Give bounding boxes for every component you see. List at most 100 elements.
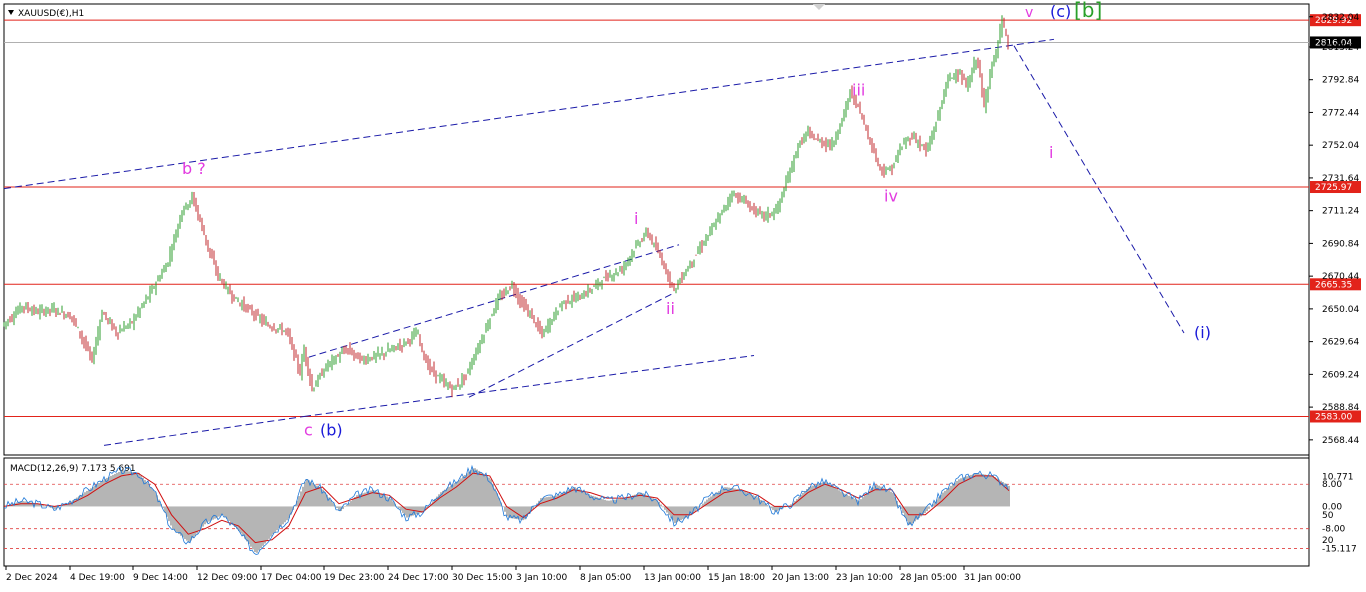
macd-histogram-bar bbox=[336, 506, 338, 508]
macd-histogram-bar bbox=[604, 500, 606, 507]
macd-histogram-bar bbox=[332, 503, 334, 507]
macd-histogram-bar bbox=[928, 506, 930, 508]
macd-histogram-bar bbox=[876, 485, 878, 507]
macd-tick-label-alt: 50 bbox=[1322, 511, 1334, 521]
macd-histogram-bar bbox=[228, 506, 230, 521]
macd-histogram-bar bbox=[134, 472, 136, 506]
macd-histogram-bar bbox=[948, 488, 950, 507]
macd-histogram-bar bbox=[124, 471, 126, 507]
macd-histogram-bar bbox=[748, 493, 750, 506]
macd-histogram-bar bbox=[318, 487, 320, 506]
macd-histogram-bar bbox=[716, 492, 718, 506]
macd-histogram-bar bbox=[846, 495, 848, 507]
macd-histogram-bar bbox=[622, 498, 624, 506]
macd-histogram-bar bbox=[682, 506, 684, 519]
time-tick-label: 31 Jan 00:00 bbox=[964, 573, 1021, 583]
macd-tick-label: -15.117 bbox=[1322, 544, 1357, 554]
macd-histogram-bar bbox=[680, 506, 682, 520]
wave-label: [b] bbox=[1074, 0, 1102, 22]
macd-histogram-bar bbox=[478, 471, 480, 507]
level-price-label: 2583.00 bbox=[1315, 412, 1352, 422]
macd-histogram-bar bbox=[866, 493, 868, 506]
time-tick-label: 19 Dec 23:00 bbox=[324, 573, 385, 583]
time-tick-label: 15 Jan 18:00 bbox=[708, 573, 765, 583]
macd-histogram-bar bbox=[826, 482, 828, 506]
macd-histogram-bar bbox=[84, 492, 86, 506]
macd-histogram-bar bbox=[910, 506, 912, 524]
macd-histogram-bar bbox=[730, 488, 732, 506]
macd-histogram-bar bbox=[762, 502, 764, 507]
macd-histogram-bar bbox=[548, 497, 550, 507]
macd-histogram-bar bbox=[170, 506, 172, 525]
time-tick-label: 12 Dec 09:00 bbox=[197, 573, 258, 583]
macd-histogram-bar bbox=[952, 484, 954, 506]
macd-histogram-bar bbox=[30, 502, 32, 506]
macd-histogram-bar bbox=[88, 490, 90, 507]
wave-label: i bbox=[1049, 143, 1053, 162]
macd-histogram-bar bbox=[520, 506, 522, 519]
macd-histogram-bar bbox=[152, 489, 154, 506]
price-tick-label: 2650.04 bbox=[1322, 305, 1359, 315]
macd-histogram-bar bbox=[812, 486, 814, 507]
price-tick-label: 2690.84 bbox=[1322, 239, 1359, 249]
macd-histogram-bar bbox=[98, 483, 100, 506]
wave-label: c bbox=[304, 421, 313, 440]
time-tick-label: 4 Dec 19:00 bbox=[70, 573, 125, 583]
macd-histogram-bar bbox=[954, 483, 956, 507]
macd-histogram-bar bbox=[234, 506, 236, 527]
price-tick-label: 2832.04 bbox=[1322, 13, 1359, 23]
symbol-label: XAUUSD(€),H1 bbox=[18, 9, 84, 19]
wave-label: iv bbox=[884, 186, 898, 205]
price-tick-label: 2588.84 bbox=[1322, 403, 1359, 413]
macd-histogram-bar bbox=[350, 501, 352, 506]
price-tick-label: 2813.24 bbox=[1322, 43, 1359, 53]
macd-histogram-bar bbox=[130, 472, 132, 507]
macd-histogram-bar bbox=[772, 506, 774, 509]
price-tick-label: 2711.24 bbox=[1322, 207, 1359, 217]
macd-tick-label: 8.00 bbox=[1322, 480, 1342, 490]
wave-label: i bbox=[634, 209, 638, 228]
macd-histogram-bar bbox=[252, 506, 254, 549]
macd-histogram-bar bbox=[854, 499, 856, 507]
macd-histogram-bar bbox=[214, 506, 216, 518]
time-tick-label: 13 Jan 00:00 bbox=[644, 573, 701, 583]
macd-histogram-bar bbox=[158, 500, 160, 507]
macd-histogram-bar bbox=[804, 491, 806, 506]
macd-histogram-bar bbox=[892, 493, 894, 506]
macd-histogram-bar bbox=[618, 499, 620, 506]
macd-histogram-bar bbox=[996, 478, 998, 506]
macd-histogram-bar bbox=[834, 488, 836, 507]
macd-histogram-bar bbox=[504, 506, 506, 511]
macd-histogram-bar bbox=[80, 495, 82, 507]
macd-histogram-bar bbox=[390, 499, 392, 506]
macd-histogram-bar bbox=[984, 475, 986, 507]
time-tick-label: 28 Jan 05:00 bbox=[900, 573, 957, 583]
macd-histogram-bar bbox=[802, 493, 804, 506]
macd-histogram-bar bbox=[208, 506, 210, 521]
time-tick-label: 9 Dec 14:00 bbox=[133, 573, 188, 583]
macd-histogram-bar bbox=[756, 497, 758, 506]
macd-histogram-bar bbox=[186, 506, 188, 540]
macd-histogram-bar bbox=[136, 473, 138, 507]
macd-histogram-bar bbox=[798, 497, 800, 506]
macd-histogram-bar bbox=[44, 506, 46, 507]
time-tick-label: 30 Dec 15:00 bbox=[452, 573, 513, 583]
time-tick-label: 23 Jan 10:00 bbox=[836, 573, 893, 583]
macd-histogram-bar bbox=[140, 475, 142, 506]
macd-histogram-bar bbox=[602, 499, 604, 506]
macd-histogram-bar bbox=[860, 499, 862, 506]
price-tick-label: 2752.04 bbox=[1322, 141, 1359, 151]
macd-histogram-bar bbox=[992, 476, 994, 507]
macd-histogram-bar bbox=[218, 506, 220, 516]
macd-histogram-bar bbox=[128, 471, 130, 506]
macd-histogram-bar bbox=[1008, 486, 1010, 507]
wave-label: iii bbox=[852, 80, 865, 99]
macd-tick-label-alt: 20 bbox=[1322, 536, 1334, 546]
macd-histogram-bar bbox=[980, 474, 982, 507]
macd-histogram-bar bbox=[974, 474, 976, 507]
macd-histogram-bar bbox=[970, 475, 972, 507]
macd-histogram-bar bbox=[184, 506, 186, 539]
macd-histogram-bar bbox=[266, 506, 268, 541]
